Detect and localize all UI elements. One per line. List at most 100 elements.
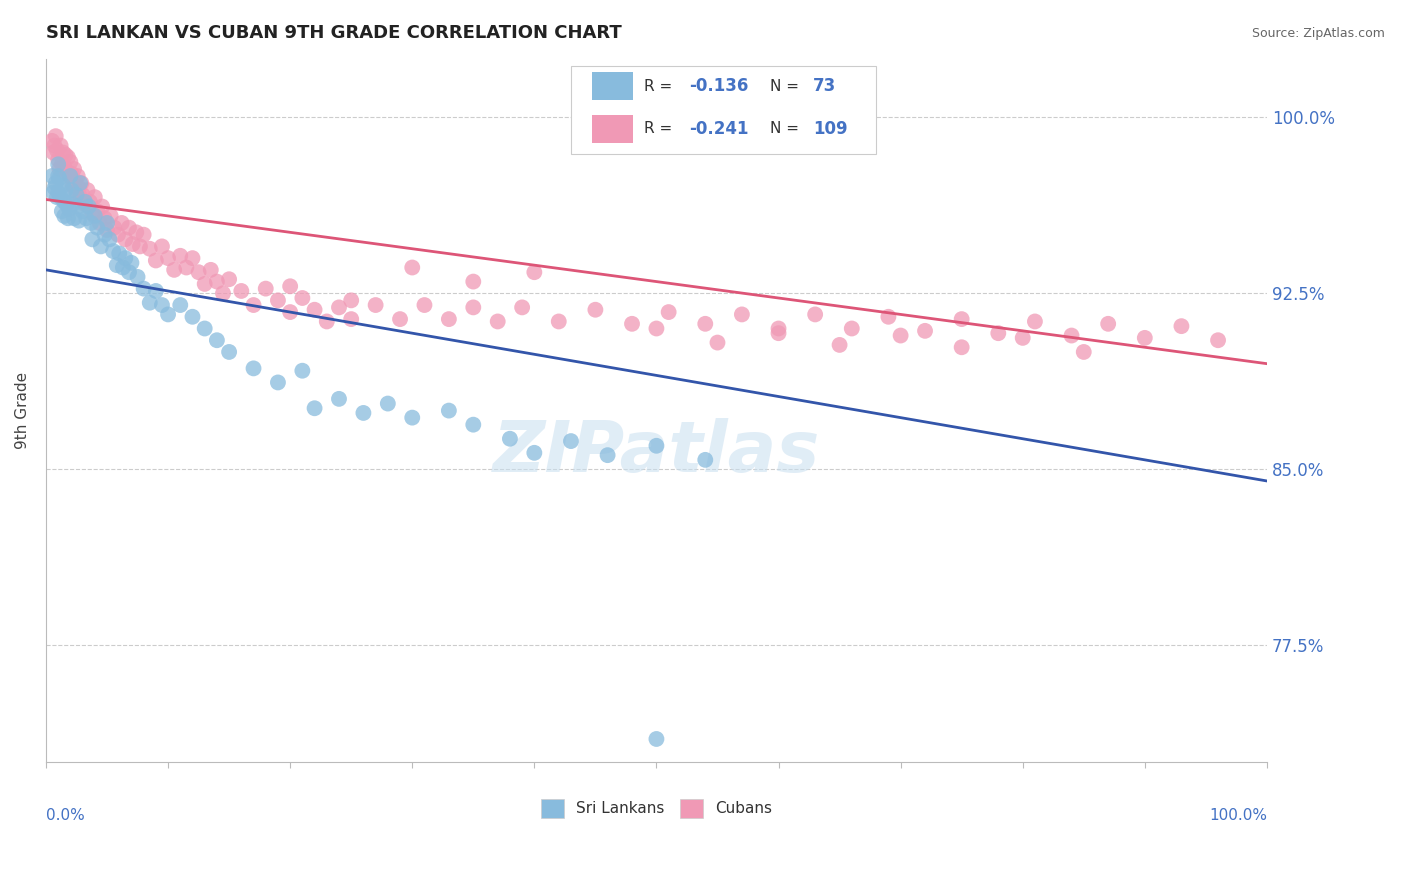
Point bbox=[157, 307, 180, 321]
Point bbox=[706, 335, 728, 350]
Point bbox=[212, 286, 235, 301]
Point bbox=[49, 138, 72, 153]
Point bbox=[987, 326, 1010, 341]
Point bbox=[58, 169, 80, 183]
Point bbox=[65, 186, 87, 200]
Point bbox=[150, 298, 173, 312]
Point bbox=[65, 187, 87, 202]
FancyBboxPatch shape bbox=[571, 66, 876, 153]
Point bbox=[200, 263, 222, 277]
Point bbox=[46, 169, 69, 183]
Point bbox=[169, 249, 191, 263]
Point bbox=[499, 432, 522, 446]
Point bbox=[1097, 317, 1119, 331]
Text: ZIPatlas: ZIPatlas bbox=[492, 418, 820, 487]
Point bbox=[547, 314, 569, 328]
Point bbox=[645, 731, 668, 746]
Point bbox=[278, 279, 301, 293]
Point bbox=[77, 200, 100, 214]
Point bbox=[118, 220, 141, 235]
Point bbox=[48, 161, 70, 176]
Point bbox=[46, 190, 69, 204]
Point bbox=[731, 307, 754, 321]
Point bbox=[114, 232, 136, 246]
Point bbox=[91, 200, 114, 214]
Point bbox=[56, 150, 79, 164]
Point bbox=[560, 434, 582, 448]
Point bbox=[90, 239, 112, 253]
Point bbox=[69, 190, 91, 204]
Point bbox=[79, 194, 101, 209]
Point bbox=[51, 157, 73, 171]
Point bbox=[145, 253, 167, 268]
Point bbox=[55, 197, 77, 211]
Point bbox=[83, 190, 105, 204]
FancyBboxPatch shape bbox=[592, 114, 633, 143]
Legend: Sri Lankans, Cubans: Sri Lankans, Cubans bbox=[533, 791, 779, 825]
Point bbox=[98, 232, 121, 246]
Point bbox=[83, 209, 105, 223]
Point bbox=[59, 169, 82, 183]
Point bbox=[304, 302, 326, 317]
Text: N =: N = bbox=[770, 121, 804, 136]
Point bbox=[463, 301, 485, 315]
Point bbox=[804, 307, 827, 321]
Point bbox=[890, 328, 912, 343]
Point bbox=[125, 225, 148, 239]
Point bbox=[1024, 314, 1046, 328]
Text: Source: ZipAtlas.com: Source: ZipAtlas.com bbox=[1251, 27, 1385, 40]
Point bbox=[621, 317, 644, 331]
Point bbox=[42, 145, 65, 160]
Point bbox=[463, 417, 485, 432]
Point bbox=[89, 216, 111, 230]
Point bbox=[1206, 333, 1229, 347]
Point bbox=[111, 260, 134, 275]
Point bbox=[169, 298, 191, 312]
Text: -0.241: -0.241 bbox=[689, 120, 749, 137]
Point bbox=[267, 376, 290, 390]
Point bbox=[49, 190, 72, 204]
Point bbox=[187, 265, 209, 279]
Point bbox=[304, 401, 326, 416]
Point bbox=[108, 246, 131, 260]
Point bbox=[157, 251, 180, 265]
Point bbox=[48, 171, 70, 186]
Point bbox=[145, 284, 167, 298]
Point bbox=[291, 364, 314, 378]
Point bbox=[46, 157, 69, 171]
Point bbox=[231, 284, 253, 298]
Point bbox=[205, 333, 228, 347]
Point bbox=[105, 258, 128, 272]
Point bbox=[59, 155, 82, 169]
Point bbox=[42, 186, 65, 200]
Point bbox=[41, 169, 63, 183]
Point bbox=[163, 263, 186, 277]
Point bbox=[82, 206, 104, 220]
Point bbox=[841, 321, 863, 335]
Point bbox=[463, 275, 485, 289]
Point bbox=[205, 275, 228, 289]
Point bbox=[66, 169, 89, 183]
Point bbox=[129, 239, 152, 253]
Point bbox=[60, 167, 83, 181]
Point bbox=[55, 183, 77, 197]
Point bbox=[695, 453, 717, 467]
Point bbox=[254, 282, 277, 296]
Point bbox=[1073, 345, 1095, 359]
Point bbox=[55, 164, 77, 178]
Point bbox=[328, 392, 350, 406]
Point bbox=[67, 213, 90, 227]
Point bbox=[72, 187, 94, 202]
Point bbox=[53, 160, 76, 174]
Point bbox=[44, 138, 66, 153]
Point bbox=[401, 260, 423, 275]
Text: 73: 73 bbox=[813, 77, 837, 95]
Point bbox=[877, 310, 900, 324]
Point bbox=[950, 340, 973, 354]
Point bbox=[389, 312, 412, 326]
Point bbox=[96, 216, 118, 230]
Point bbox=[52, 145, 75, 160]
Point bbox=[583, 302, 606, 317]
Point bbox=[53, 209, 76, 223]
Point bbox=[46, 143, 69, 157]
